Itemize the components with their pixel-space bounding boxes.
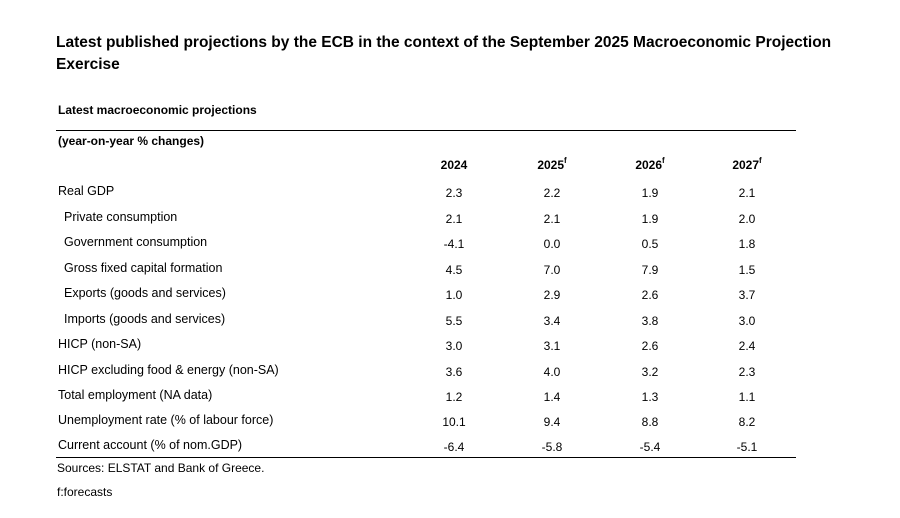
value-cell: 0.0 xyxy=(543,237,561,251)
value-cell: 2.9 xyxy=(543,288,561,302)
row-label: Total employment (NA data) xyxy=(58,388,213,402)
value-cell: 1.8 xyxy=(738,237,756,251)
value-cell: 1.4 xyxy=(543,390,561,404)
value-cell: 7.9 xyxy=(641,263,659,277)
column-header-year: 2024 xyxy=(440,158,468,172)
value-cell: -6.4 xyxy=(443,440,465,454)
value-cell: 3.0 xyxy=(445,339,463,353)
table-bottom-rule xyxy=(56,457,796,458)
column-header-2025: 2025f xyxy=(522,156,582,172)
value-cell: 3.1 xyxy=(543,339,561,353)
row-label: Current account (% of nom.GDP) xyxy=(58,438,243,452)
table-row: Unemployment rate (% of labour force) 10… xyxy=(0,413,900,433)
value-cell: 2.1 xyxy=(543,212,561,226)
row-label: Imports (goods and services) xyxy=(64,312,226,326)
column-header-year: 2027 xyxy=(732,158,760,172)
value-cell: 2.3 xyxy=(445,186,463,200)
value-cell: 3.4 xyxy=(543,314,561,328)
value-cell: 2.1 xyxy=(445,212,463,226)
forecast-marker: f xyxy=(564,156,567,165)
table-row: Total employment (NA data) 1.2 1.4 1.3 1… xyxy=(0,388,900,408)
forecast-marker: f xyxy=(662,156,665,165)
value-cell: 2.2 xyxy=(543,186,561,200)
value-cell: -5.8 xyxy=(541,440,563,454)
value-cell: 2.1 xyxy=(738,186,756,200)
row-label: Real GDP xyxy=(58,184,115,198)
value-cell: 3.0 xyxy=(738,314,756,328)
value-cell: 1.9 xyxy=(641,186,659,200)
value-cell: 10.1 xyxy=(442,415,466,429)
value-cell: 8.2 xyxy=(738,415,756,429)
value-cell: 1.2 xyxy=(445,390,463,404)
value-cell: -5.4 xyxy=(639,440,661,454)
value-cell: 4.5 xyxy=(445,263,463,277)
row-label: Unemployment rate (% of labour force) xyxy=(58,413,274,427)
column-header-2026: 2026f xyxy=(620,156,680,172)
value-cell: 4.0 xyxy=(543,365,561,379)
value-cell: 1.1 xyxy=(738,390,756,404)
value-cell: 3.8 xyxy=(641,314,659,328)
row-label: Private consumption xyxy=(64,210,178,224)
value-cell: 0.5 xyxy=(641,237,659,251)
table-row: Real GDP 2.3 2.2 1.9 2.1 xyxy=(0,184,900,204)
table-row: Private consumption 2.1 2.1 1.9 2.0 xyxy=(0,210,900,230)
value-cell: -4.1 xyxy=(443,237,465,251)
table-row: HICP (non-SA) 3.0 3.1 2.6 2.4 xyxy=(0,337,900,357)
value-cell: 1.0 xyxy=(445,288,463,302)
row-label: HICP excluding food & energy (non-SA) xyxy=(58,363,279,377)
forecast-footnote: f:forecasts xyxy=(57,485,113,499)
value-cell: 2.6 xyxy=(641,288,659,302)
value-cell: -5.1 xyxy=(736,440,758,454)
table-row: Exports (goods and services) 1.0 2.9 2.6… xyxy=(0,286,900,306)
column-header-year: 2026 xyxy=(635,158,663,172)
value-cell: 8.8 xyxy=(641,415,659,429)
row-label: Gross fixed capital formation xyxy=(64,261,223,275)
sources-note: Sources: ELSTAT and Bank of Greece. xyxy=(57,461,265,475)
table-row: Current account (% of nom.GDP) -6.4 -5.8… xyxy=(0,438,900,458)
value-cell: 1.9 xyxy=(641,212,659,226)
value-cell: 3.2 xyxy=(641,365,659,379)
table-row: HICP excluding food & energy (non-SA) 3.… xyxy=(0,363,900,383)
value-cell: 1.5 xyxy=(738,263,756,277)
value-cell: 2.3 xyxy=(738,365,756,379)
table-row: Government consumption -4.1 0.0 0.5 1.8 xyxy=(0,235,900,255)
value-cell: 2.0 xyxy=(738,212,756,226)
column-header-2024: 2024 xyxy=(424,157,484,172)
value-cell: 2.4 xyxy=(738,339,756,353)
row-label: Government consumption xyxy=(64,235,208,249)
value-cell: 5.5 xyxy=(445,314,463,328)
value-cell: 3.6 xyxy=(445,365,463,379)
document-title: Latest published projections by the ECB … xyxy=(56,34,832,73)
value-cell: 7.0 xyxy=(543,263,561,277)
value-cell: 9.4 xyxy=(543,415,561,429)
table-caption: Latest macroeconomic projections xyxy=(58,103,257,117)
column-header-year: 2025 xyxy=(537,158,565,172)
value-cell: 1.3 xyxy=(641,390,659,404)
forecast-marker: f xyxy=(759,156,762,165)
table-top-rule xyxy=(56,130,796,131)
units-label: (year-on-year % changes) xyxy=(58,134,205,148)
table-row: Gross fixed capital formation 4.5 7.0 7.… xyxy=(0,261,900,281)
value-cell: 2.6 xyxy=(641,339,659,353)
row-label: Exports (goods and services) xyxy=(64,286,226,300)
value-cell: 3.7 xyxy=(738,288,756,302)
row-label: HICP (non-SA) xyxy=(58,337,142,351)
table-row: Imports (goods and services) 5.5 3.4 3.8… xyxy=(0,312,900,332)
column-header-2027: 2027f xyxy=(717,156,777,172)
